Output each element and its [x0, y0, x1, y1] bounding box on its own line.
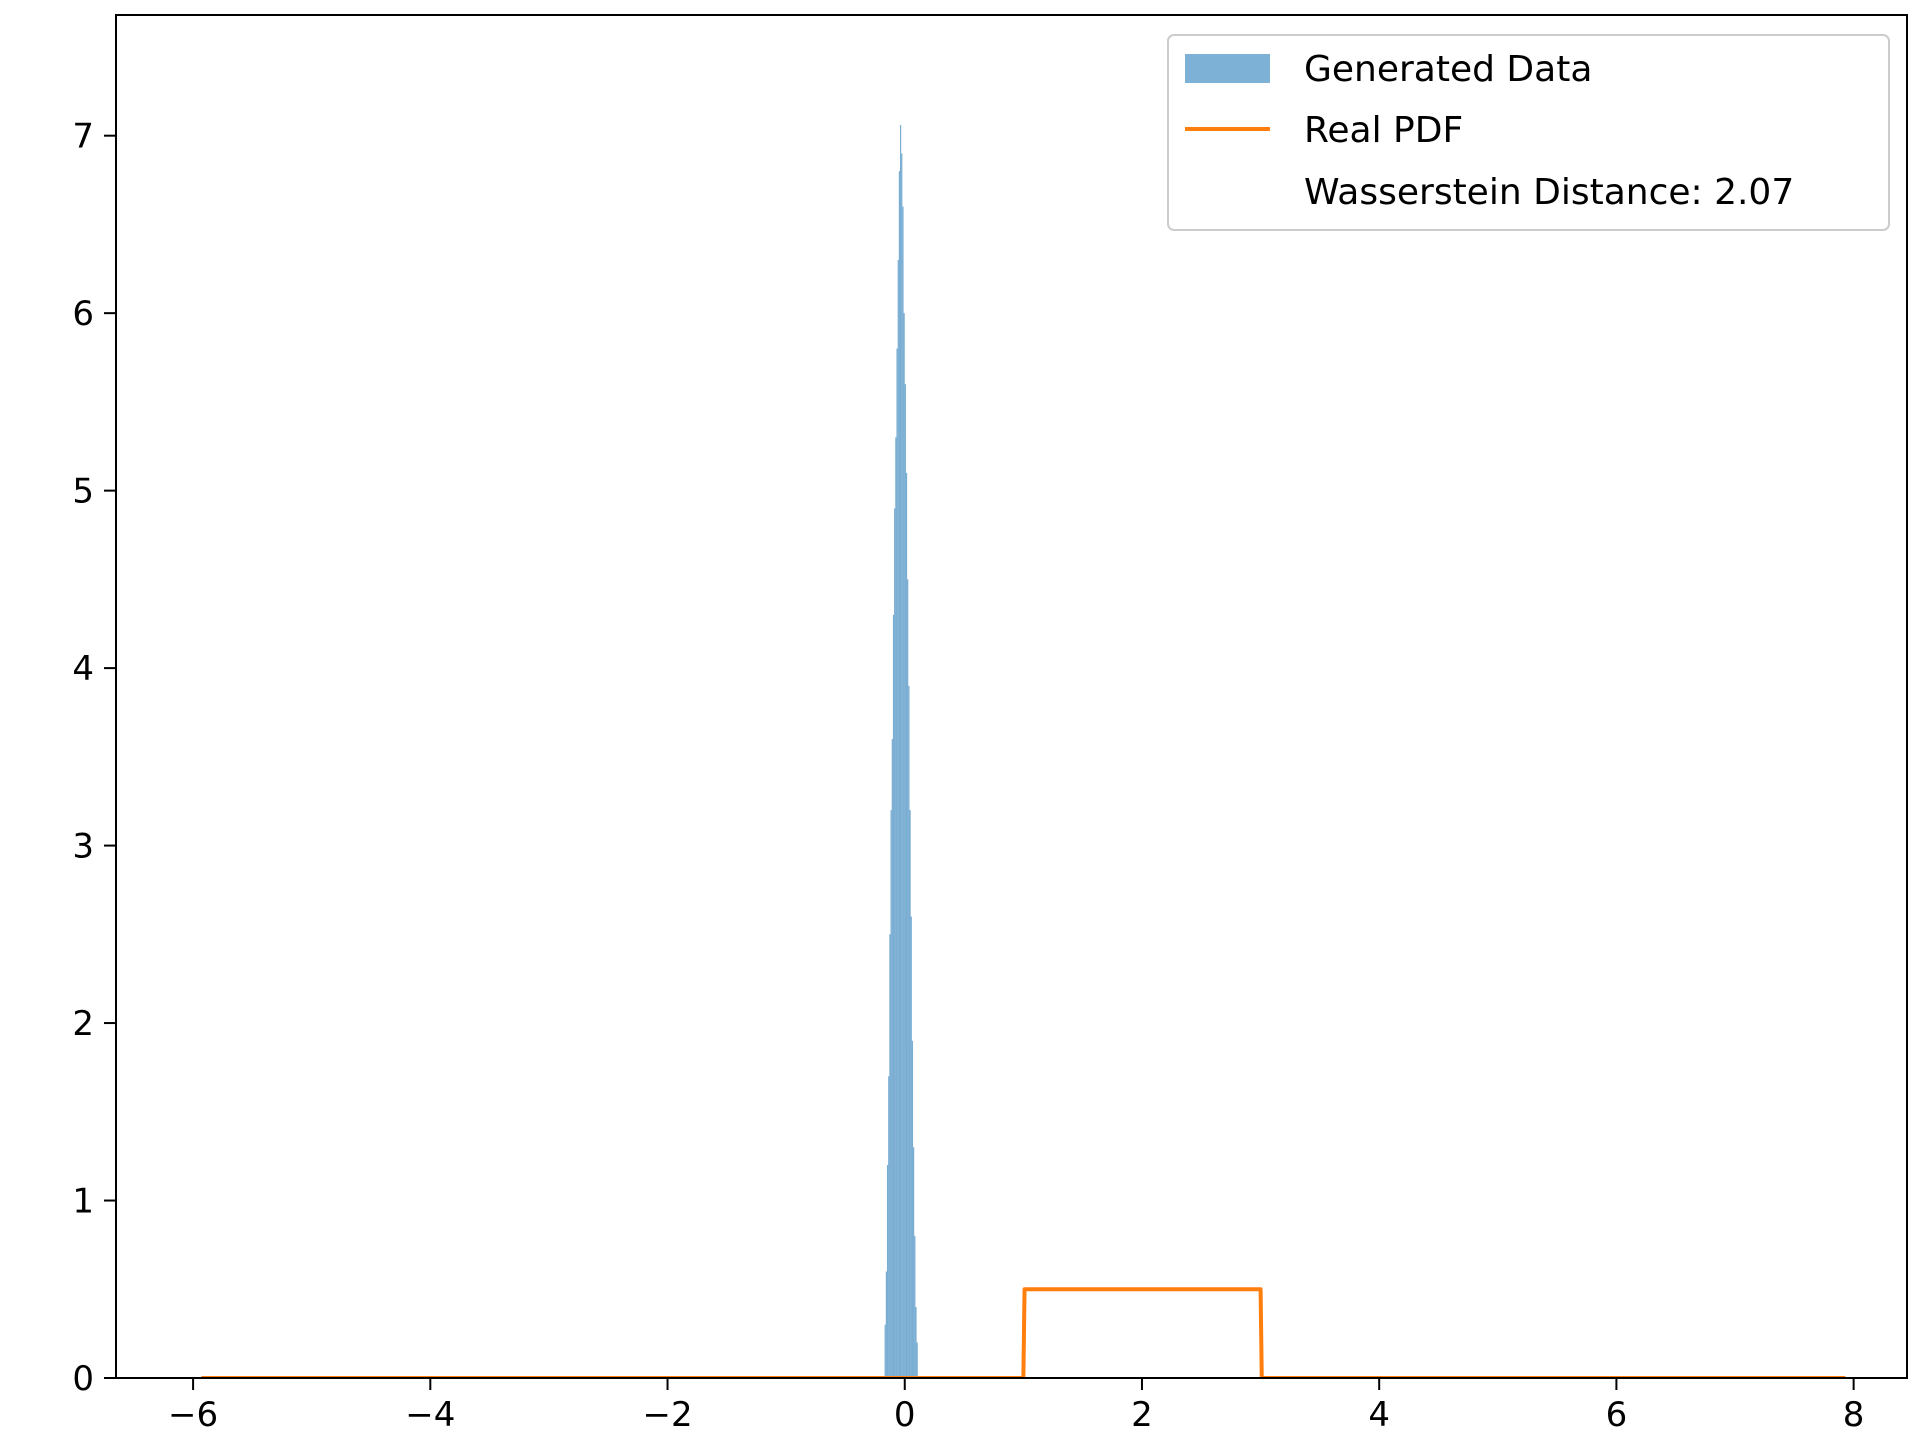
- histogram-bar-13: [900, 125, 902, 1378]
- histogram-bar-15: [902, 206, 904, 1378]
- y-tick-label-6: 6: [72, 294, 94, 334]
- histogram-bar-4: [889, 934, 891, 1378]
- histogram-bar-18: [905, 472, 908, 1378]
- y-tick-label-4: 4: [72, 649, 94, 689]
- y-tick-label-7: 7: [72, 117, 94, 157]
- histogram-bar-17: [904, 384, 906, 1378]
- histogram-bar-5: [890, 810, 892, 1378]
- x-axis: −6 −4 −2 0 2 4 6 8: [168, 1378, 1864, 1435]
- histogram-bar-10: [896, 348, 898, 1378]
- x-tick-label-5: 4: [1368, 1395, 1390, 1435]
- y-tick-label-2: 2: [72, 1004, 94, 1044]
- histogram-bar-19: [907, 579, 909, 1378]
- x-tick-label-3: 0: [894, 1395, 916, 1435]
- x-tick-label-1: −4: [405, 1395, 455, 1435]
- histogram-bar-0: [884, 1324, 886, 1378]
- legend-box: [1167, 34, 1890, 231]
- x-tick-label-0: −6: [168, 1395, 218, 1435]
- histogram-bar-16: [903, 313, 905, 1378]
- histogram-bar-22: [910, 916, 912, 1378]
- histogram-bar-26: [915, 1307, 917, 1378]
- histogram-bar-6: [891, 739, 893, 1378]
- histogram-bar-2: [886, 1165, 889, 1378]
- y-tick-label-0: 0: [72, 1359, 94, 1399]
- legend-generated-data-swatch: [1185, 54, 1270, 83]
- x-tick-label-7: 8: [1843, 1395, 1865, 1435]
- legend-real-pdf-label: Real PDF: [1304, 110, 1463, 151]
- y-tick-label-5: 5: [72, 472, 94, 512]
- histogram-bar-27: [916, 1342, 918, 1378]
- legend-wasserstein-label: Wasserstein Distance: 2.07: [1304, 172, 1794, 213]
- histogram-bar-8: [894, 508, 896, 1378]
- y-tick-label-1: 1: [72, 1182, 94, 1222]
- y-tick-label-3: 3: [72, 827, 94, 867]
- histogram-bar-3: [888, 1076, 890, 1378]
- plot-frame: [115, 14, 1908, 1379]
- histogram-bar-12: [898, 171, 901, 1378]
- histogram-bar-23: [911, 1040, 914, 1378]
- histogram-bar-1: [885, 1271, 887, 1378]
- pdf-lines: [201, 1287, 1846, 1378]
- real-pdf-line: [201, 1287, 1846, 1378]
- histogram-bar-24: [913, 1147, 915, 1378]
- histogram-bar-25: [914, 1236, 916, 1378]
- plot-area: [201, 125, 1846, 1378]
- histogram-bar-11: [897, 259, 899, 1378]
- x-tick-label-2: −2: [642, 1395, 692, 1435]
- x-tick-label-6: 6: [1606, 1395, 1628, 1435]
- y-axis: 0 1 2 3 4 5 6 7: [72, 117, 116, 1399]
- histogram-bars: [884, 125, 918, 1378]
- histogram-bar-14: [901, 153, 903, 1378]
- histogram-bar-7: [892, 614, 895, 1378]
- histogram-bar-9: [895, 437, 897, 1378]
- legend: Generated Data Real PDF Wasserstein Dist…: [1167, 34, 1890, 231]
- histogram-bar-21: [909, 810, 911, 1378]
- x-tick-label-4: 2: [1131, 1395, 1153, 1435]
- histogram-bar-20: [908, 685, 910, 1378]
- legend-generated-data-label: Generated Data: [1304, 49, 1592, 90]
